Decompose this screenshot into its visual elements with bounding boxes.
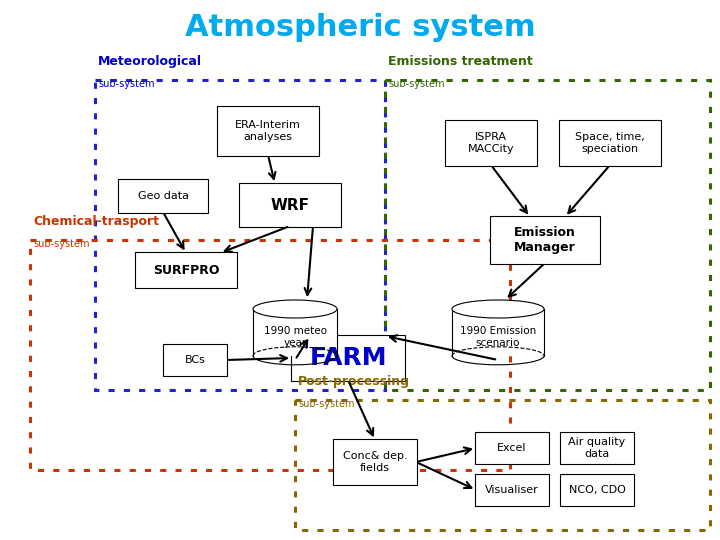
FancyBboxPatch shape xyxy=(475,432,549,464)
Text: Emissions treatment: Emissions treatment xyxy=(388,55,533,68)
FancyBboxPatch shape xyxy=(239,183,341,227)
FancyBboxPatch shape xyxy=(475,474,549,506)
Text: Excel: Excel xyxy=(498,443,527,453)
Text: Post-processing: Post-processing xyxy=(298,375,410,388)
Text: 1990 meteo
year: 1990 meteo year xyxy=(264,326,326,348)
Text: 1990 Emission
scenario: 1990 Emission scenario xyxy=(460,326,536,348)
Text: ERA-Interim
analyses: ERA-Interim analyses xyxy=(235,120,301,142)
FancyBboxPatch shape xyxy=(445,120,537,166)
Text: Space, time,
speciation: Space, time, speciation xyxy=(575,132,645,154)
Bar xyxy=(30,240,510,470)
Text: Emission
Manager: Emission Manager xyxy=(514,226,576,254)
Text: BCs: BCs xyxy=(184,355,205,365)
Text: Meteorological: Meteorological xyxy=(98,55,202,68)
Text: Air quality
data: Air quality data xyxy=(568,437,626,459)
Ellipse shape xyxy=(452,300,544,318)
Text: Atmospheric system: Atmospheric system xyxy=(185,14,535,43)
FancyBboxPatch shape xyxy=(559,120,661,166)
FancyBboxPatch shape xyxy=(118,179,208,213)
Text: Conc& dep.
fields: Conc& dep. fields xyxy=(343,451,408,473)
Text: Chemical-trasport: Chemical-trasport xyxy=(33,215,159,228)
FancyBboxPatch shape xyxy=(135,252,237,288)
FancyBboxPatch shape xyxy=(490,216,600,264)
FancyBboxPatch shape xyxy=(560,432,634,464)
FancyBboxPatch shape xyxy=(560,474,634,506)
Bar xyxy=(295,400,710,530)
Text: FARM: FARM xyxy=(310,346,387,370)
FancyBboxPatch shape xyxy=(163,344,227,376)
Text: NCO, CDO: NCO, CDO xyxy=(569,485,626,495)
Text: Geo data: Geo data xyxy=(138,191,189,201)
Bar xyxy=(452,309,544,356)
Text: SURFPRO: SURFPRO xyxy=(153,264,220,276)
Text: sub-system: sub-system xyxy=(298,399,354,409)
Ellipse shape xyxy=(253,300,337,318)
Bar xyxy=(95,80,385,390)
Text: WRF: WRF xyxy=(271,198,310,213)
Text: sub-system: sub-system xyxy=(98,79,155,89)
FancyBboxPatch shape xyxy=(291,335,405,381)
Bar xyxy=(253,309,337,356)
Bar xyxy=(385,80,710,390)
Text: sub-system: sub-system xyxy=(33,239,89,249)
FancyBboxPatch shape xyxy=(217,106,319,156)
Text: Visualiser: Visualiser xyxy=(485,485,539,495)
FancyBboxPatch shape xyxy=(333,439,417,485)
Text: sub-system: sub-system xyxy=(388,79,444,89)
Text: ISPRA
MACCity: ISPRA MACCity xyxy=(468,132,514,154)
